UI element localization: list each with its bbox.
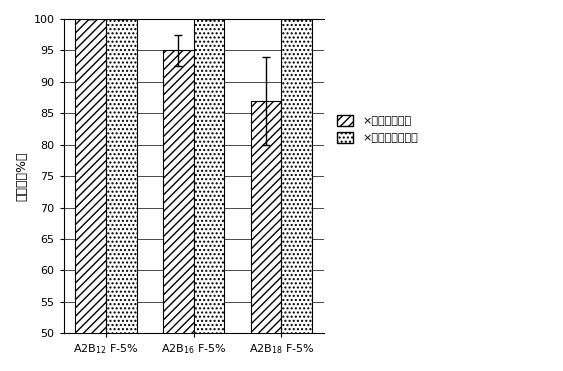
Bar [106,19,137,371]
Legend: ×大肠埃希氏菌, ×金黄色葡萄球菌: ×大肠埃希氏菌, ×金黄色葡萄球菌 [332,110,422,148]
Bar [75,19,106,371]
Y-axis label: 抗菌率（%）: 抗菌率（%） [15,151,28,201]
Bar [194,19,225,371]
Bar [282,19,312,371]
Bar [251,101,282,371]
Bar [163,50,194,371]
